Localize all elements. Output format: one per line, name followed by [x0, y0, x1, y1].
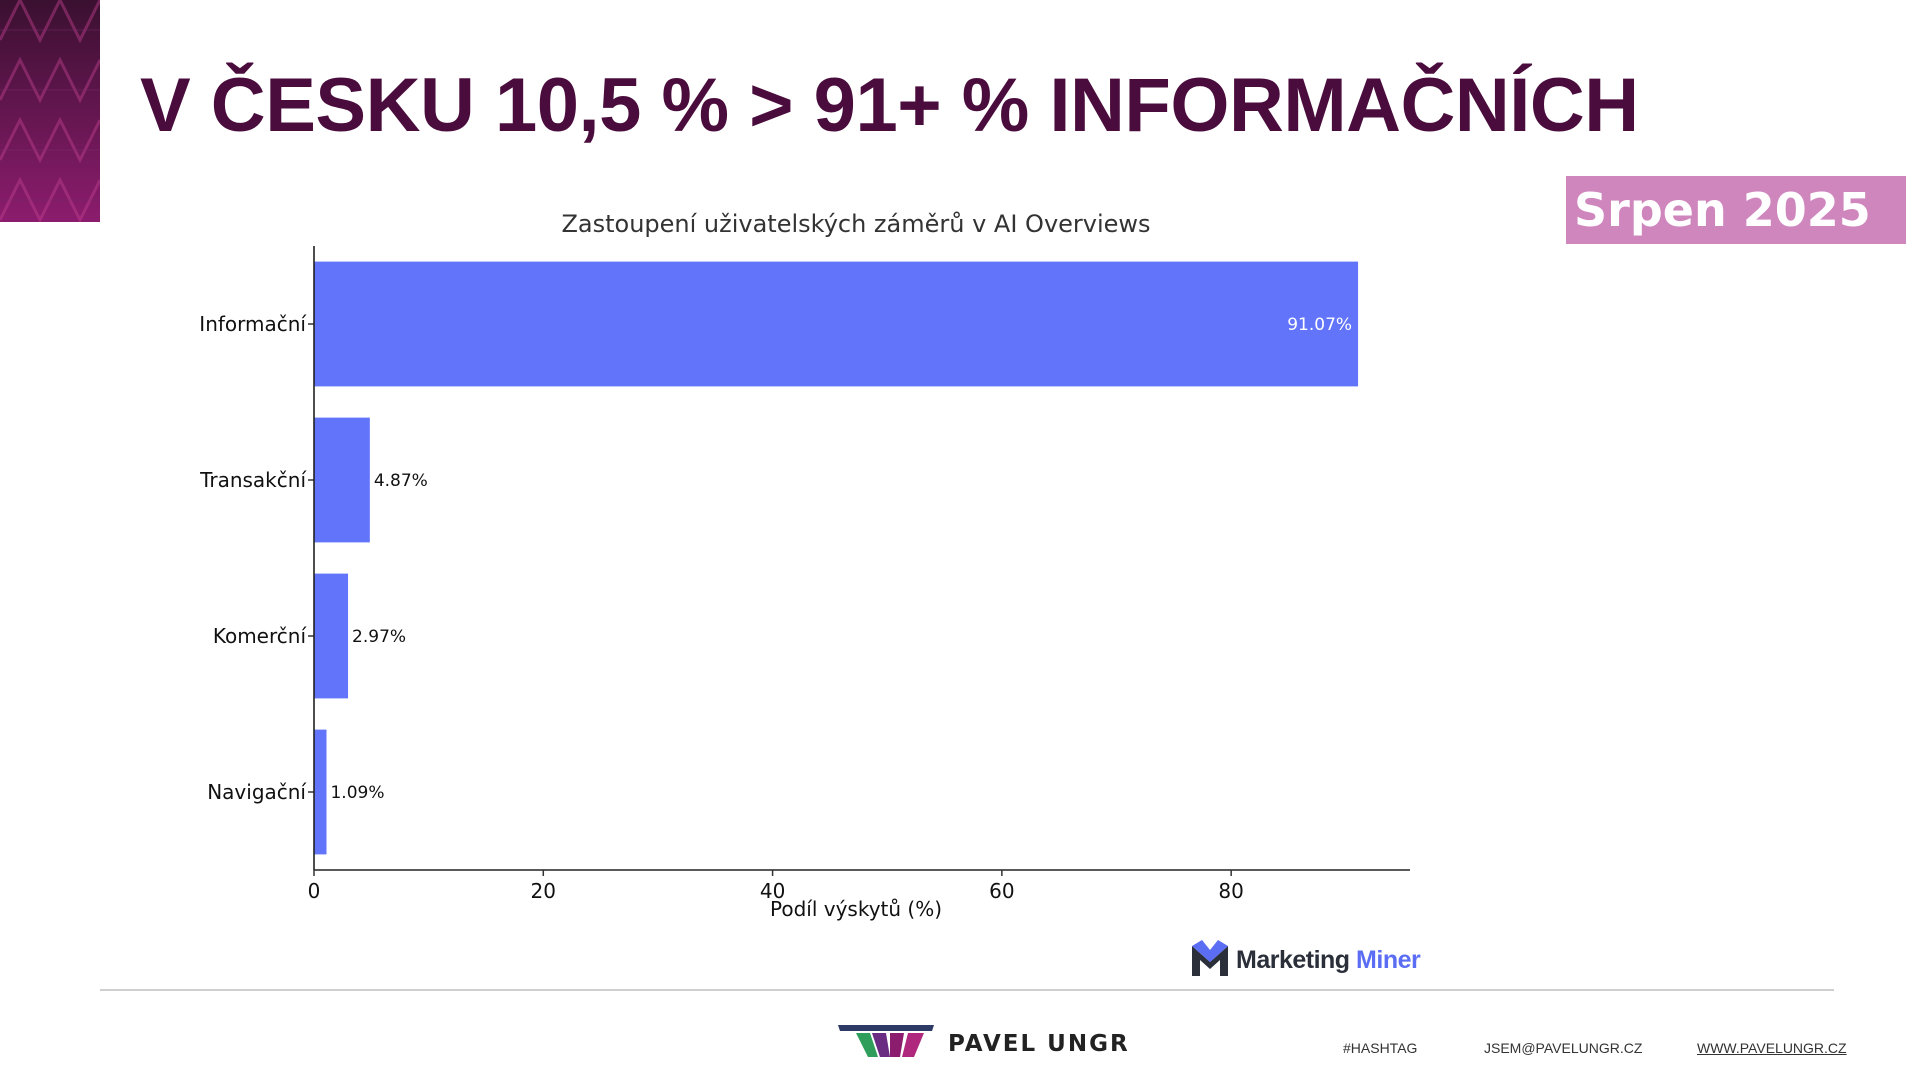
- marketing-miner-word-1: Marketing: [1236, 945, 1350, 974]
- x-tick-label-3: 60: [989, 879, 1014, 903]
- data-label-3: 1.09%: [330, 783, 384, 803]
- intent-bar-chart: Zastoupení uživatelských záměrů v AI Ove…: [199, 210, 1410, 921]
- corner-pattern: [0, 0, 100, 222]
- data-label-2: 2.97%: [352, 627, 406, 647]
- x-tick-label-4: 80: [1218, 879, 1243, 903]
- footer-brand-name: PAVEL UNGR: [948, 1031, 1130, 1057]
- footer-brand: PAVEL UNGR: [838, 1025, 1130, 1063]
- marketing-miner-logo: Marketing Miner: [1190, 938, 1421, 982]
- footer-divider: [100, 989, 1834, 991]
- marketing-miner-wordmark: Marketing Miner: [1236, 945, 1421, 975]
- data-label-1: 4.87%: [374, 471, 428, 491]
- y-tick-label-0: Informační: [199, 312, 307, 336]
- x-tick-label-1: 20: [531, 879, 556, 903]
- data-label-0: 91.07%: [1287, 315, 1352, 335]
- footer-website-link[interactable]: WWW.PAVELUNGR.CZ: [1697, 1040, 1847, 1056]
- bar-1: [314, 417, 370, 543]
- x-tick-label-0: 0: [308, 879, 321, 903]
- date-badge: Srpen 2025: [1566, 176, 1906, 244]
- y-tick-label-3: Navigační: [207, 780, 307, 804]
- marketing-miner-word-2: Miner: [1356, 945, 1421, 974]
- y-tick-label-2: Komerční: [213, 624, 308, 648]
- footer-hashtag: #HASHTAG: [1343, 1040, 1418, 1056]
- slide-headline: V ČESKU 10,5 % > 91+ % INFORMAČNÍCH: [140, 63, 1639, 148]
- bar-3: [314, 729, 327, 855]
- y-tick-label-1: Transakční: [199, 468, 307, 492]
- bar-0: [314, 261, 1359, 387]
- x-tick-label-2: 40: [760, 879, 785, 903]
- marketing-miner-m-icon: [1190, 938, 1230, 982]
- x-axis-label: Podíl výskytů (%): [770, 897, 942, 921]
- chart-title: Zastoupení uživatelských záměrů v AI Ove…: [561, 210, 1150, 238]
- pavel-ungr-logo-icon: [838, 1025, 934, 1063]
- bar-2: [314, 573, 349, 699]
- footer-email-link[interactable]: JSEM@PAVELUNGR.CZ: [1484, 1040, 1643, 1056]
